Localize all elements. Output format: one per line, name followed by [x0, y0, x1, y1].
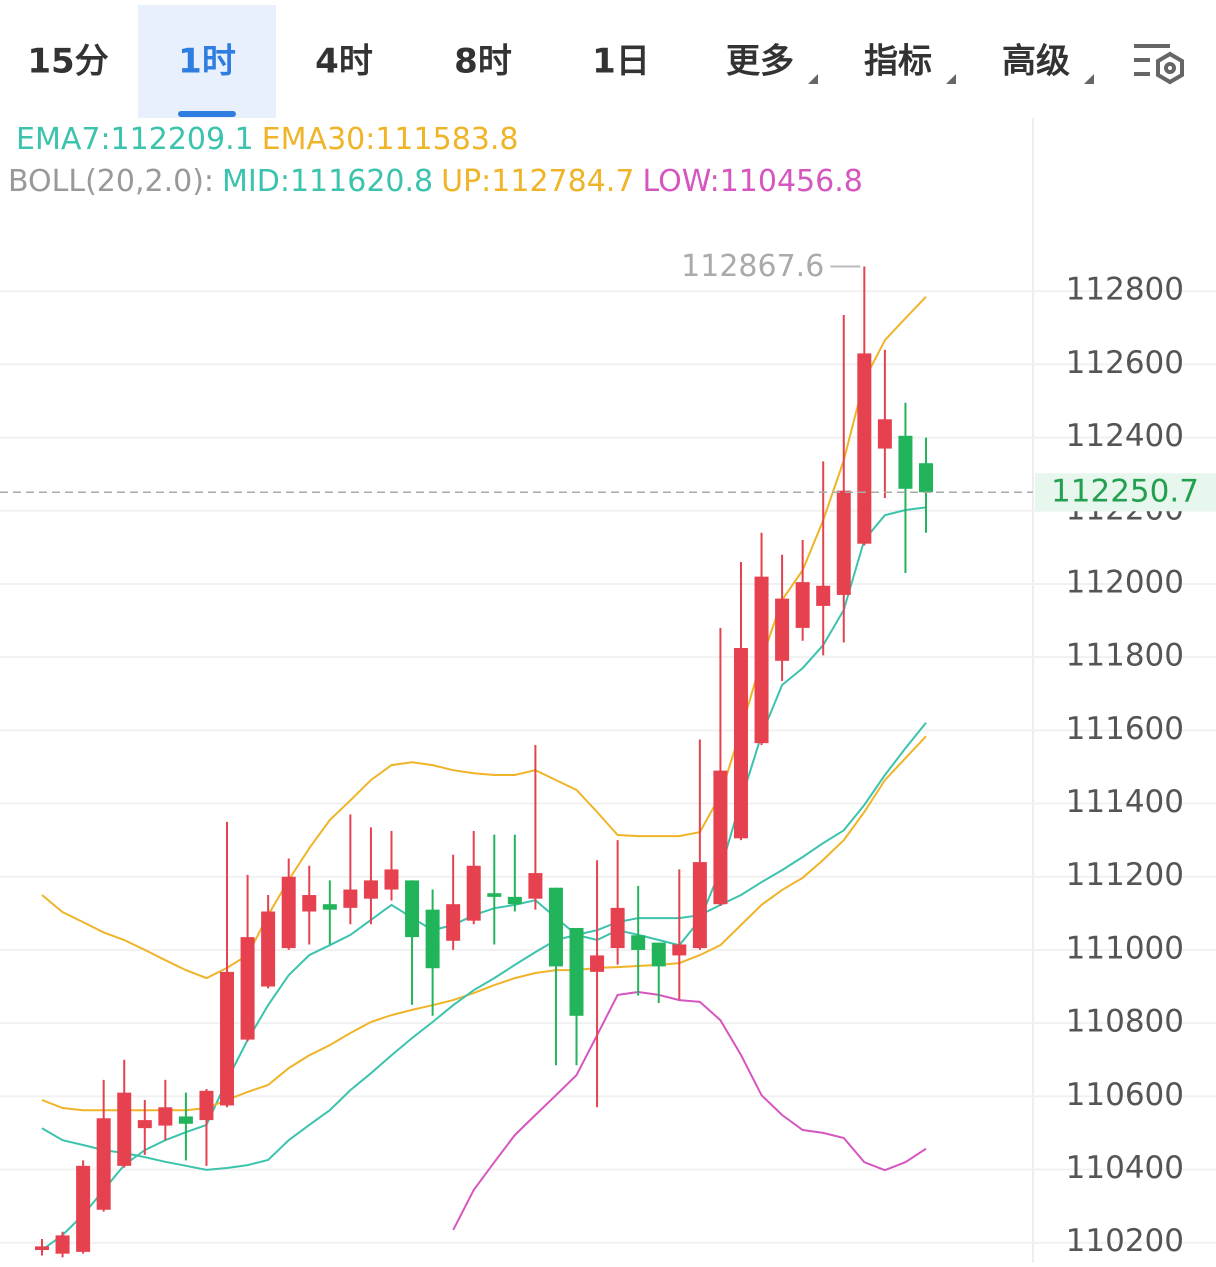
candle-body: [507, 896, 522, 905]
candle-body: [836, 490, 851, 595]
candle-body: [178, 1116, 193, 1124]
legend-entry: EMA7:112209.1: [16, 122, 254, 157]
y-tick-label: 112000: [1066, 564, 1184, 600]
candle-body: [487, 893, 502, 897]
candle-body: [713, 770, 728, 905]
candle-body: [96, 1118, 111, 1210]
y-tick-label: 111400: [1066, 784, 1184, 820]
candle-body: [548, 887, 563, 967]
candle-body: [528, 873, 543, 899]
y-tick-label: 112800: [1066, 272, 1184, 308]
candle-body: [343, 889, 358, 908]
tab[interactable]: 15分: [27, 42, 108, 82]
last-price-bg: [1035, 473, 1216, 512]
settings-icon[interactable]: [1134, 44, 1184, 85]
dropdown-caret: [946, 74, 956, 84]
legend-row: EMA7:112209.1 EMA30:111583.8: [16, 122, 519, 157]
y-tick-label: 110200: [1066, 1223, 1184, 1259]
indicator-line: [41, 722, 927, 1171]
dropdown-caret: [1084, 74, 1094, 84]
y-tick-label: 111600: [1066, 711, 1184, 747]
candle-body: [569, 927, 584, 1016]
candle-body: [158, 1107, 173, 1126]
indicator-line: [452, 990, 927, 1231]
dropdown-caret: [808, 74, 818, 84]
candle-body: [281, 876, 296, 949]
candle-body: [117, 1092, 132, 1166]
candle-body: [261, 911, 276, 987]
indicator-line: [41, 506, 927, 1251]
tab[interactable]: 1时: [178, 42, 236, 82]
tab[interactable]: 高级: [1002, 42, 1070, 82]
candle-body: [857, 353, 872, 544]
candle-body: [590, 955, 605, 972]
candle-body: [240, 937, 255, 1040]
y-tick-label: 111200: [1066, 857, 1184, 893]
tab[interactable]: 1日: [592, 42, 650, 82]
candle-body: [733, 648, 748, 839]
icon-dot: [1164, 62, 1176, 74]
active-tab-bg: [138, 5, 276, 118]
candle-body: [425, 909, 440, 969]
candle-body: [35, 1246, 49, 1251]
icon-hex: [1156, 51, 1184, 85]
y-tick-label: 112400: [1066, 418, 1184, 454]
candle-body: [775, 598, 790, 661]
tab[interactable]: 8时: [454, 42, 512, 82]
candle-body: [55, 1235, 70, 1254]
legend-row: BOLL(20,2.0): MID:111620.8 UP:112784.7 LOW:…: [8, 164, 863, 199]
max-label: 112867.6: [681, 249, 824, 284]
y-tick-label: 110400: [1066, 1150, 1184, 1186]
candle-body: [795, 582, 810, 628]
candle-body: [137, 1120, 152, 1129]
candle-body: [446, 904, 461, 941]
legend-entry: UP:112784.7: [441, 164, 634, 199]
candle-body: [898, 435, 913, 489]
legend-entry: EMA30:111583.8: [262, 122, 519, 157]
tab[interactable]: 4时: [315, 42, 373, 82]
candle-body: [220, 971, 235, 1106]
last-price-label: 112250.7: [1051, 474, 1199, 510]
y-tick-label: 110600: [1066, 1077, 1184, 1113]
y-tick-label: 111000: [1066, 930, 1184, 966]
y-tick-label: 110800: [1066, 1004, 1184, 1040]
y-tick-label: 112600: [1066, 345, 1184, 381]
candle-body: [919, 463, 933, 493]
candle-body: [672, 944, 687, 956]
active-tab-indicator: [178, 111, 236, 117]
candle-body: [384, 869, 399, 890]
legend-entry: MID:111620.8: [222, 164, 433, 199]
legend-entry: LOW:110456.8: [642, 164, 862, 199]
indicator-line: [41, 735, 927, 1112]
candle-body: [631, 935, 646, 950]
candle-body: [76, 1165, 91, 1252]
candle-body: [199, 1090, 214, 1121]
candle-body: [610, 907, 625, 949]
candle-body: [302, 895, 317, 912]
candle-body: [692, 862, 707, 949]
candle-body: [405, 880, 420, 938]
candle-body: [816, 585, 831, 606]
y-tick-label: 111800: [1066, 638, 1184, 674]
candle-body: [651, 942, 666, 967]
candle-body: [363, 880, 378, 899]
indicator-label: BOLL(20,2.0):: [8, 164, 214, 199]
candle-body: [466, 865, 481, 921]
candle-body: [322, 904, 337, 910]
tab[interactable]: 指标: [864, 42, 932, 82]
tab[interactable]: 更多: [726, 42, 794, 82]
candle-body: [877, 419, 892, 449]
candle-body: [754, 576, 769, 744]
